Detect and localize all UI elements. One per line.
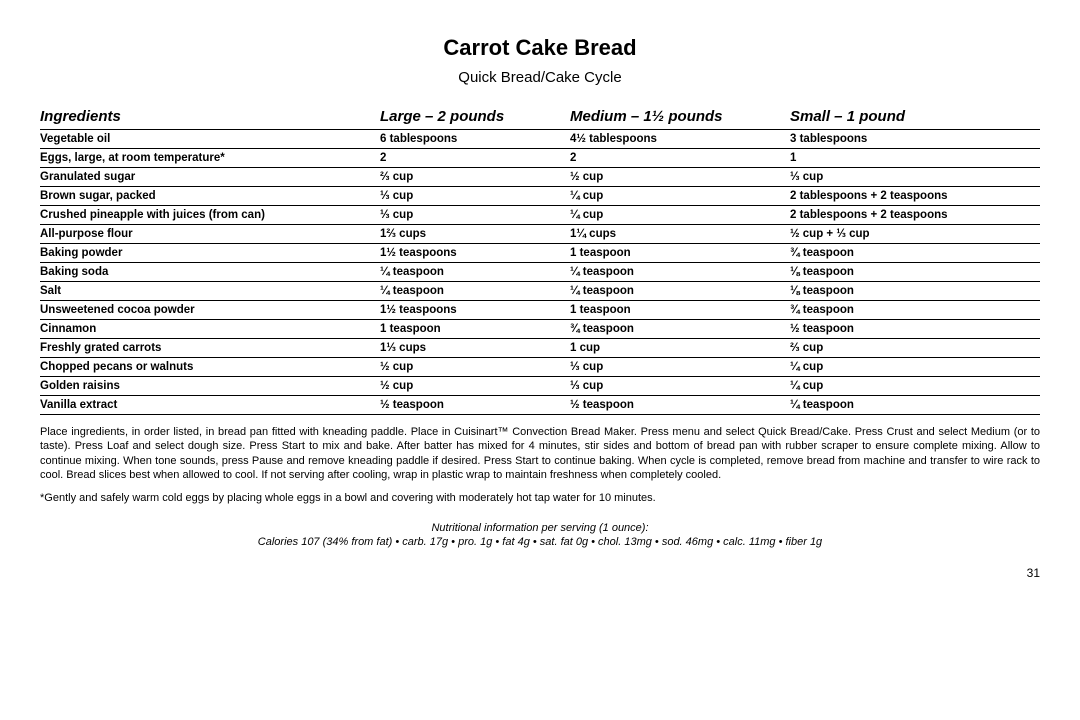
table-cell: ¾ teaspoon	[570, 320, 790, 339]
table-cell: All-purpose flour	[40, 225, 380, 244]
table-row: Vanilla extract½ teaspoon½ teaspoon¼ tea…	[40, 396, 1040, 415]
table-cell: Granulated sugar	[40, 168, 380, 187]
table-cell: ¼ teaspoon	[570, 282, 790, 301]
table-cell: ¾ teaspoon	[790, 244, 1040, 263]
table-cell: 1 teaspoon	[380, 320, 570, 339]
table-row: Vegetable oil6 tablespoons4½ tablespoons…	[40, 130, 1040, 149]
table-row: Baking soda¼ teaspoon¼ teaspoon⅛ teaspoo…	[40, 263, 1040, 282]
table-row: Crushed pineapple with juices (from can)…	[40, 206, 1040, 225]
table-cell: ½ teaspoon	[570, 396, 790, 415]
table-cell: 1 teaspoon	[570, 301, 790, 320]
table-cell: 2 tablespoons + 2 teaspoons	[790, 187, 1040, 206]
table-header-row: Ingredients Large – 2 pounds Medium – 1½…	[40, 104, 1040, 130]
table-cell: ½ cup	[380, 358, 570, 377]
recipe-subtitle: Quick Bread/Cake Cycle	[40, 69, 1040, 86]
table-cell: 1	[790, 149, 1040, 168]
header-ingredients: Ingredients	[40, 104, 380, 130]
nutrition-label: Nutritional information per serving (1 o…	[40, 522, 1040, 534]
table-cell: ¼ cup	[570, 206, 790, 225]
table-row: Baking powder1½ teaspoons1 teaspoon¾ tea…	[40, 244, 1040, 263]
table-cell: 2 tablespoons + 2 teaspoons	[790, 206, 1040, 225]
table-cell: ⅓ cup	[380, 187, 570, 206]
table-cell: Cinnamon	[40, 320, 380, 339]
table-cell: ⅔ cup	[380, 168, 570, 187]
table-cell: ½ cup	[380, 377, 570, 396]
table-cell: 6 tablespoons	[380, 130, 570, 149]
table-cell: ⅓ cup	[570, 377, 790, 396]
table-cell: 1¼ cups	[570, 225, 790, 244]
table-cell: ½ teaspoon	[380, 396, 570, 415]
table-cell: 2	[380, 149, 570, 168]
table-cell: ¼ teaspoon	[790, 396, 1040, 415]
page-number: 31	[40, 566, 1040, 580]
table-cell: ⅛ teaspoon	[790, 282, 1040, 301]
table-row: Chopped pecans or walnuts½ cup⅓ cup¼ cup	[40, 358, 1040, 377]
table-row: Cinnamon1 teaspoon¾ teaspoon½ teaspoon	[40, 320, 1040, 339]
table-cell: 1⅔ cups	[380, 225, 570, 244]
table-cell: ⅔ cup	[790, 339, 1040, 358]
table-row: Salt¼ teaspoon¼ teaspoon⅛ teaspoon	[40, 282, 1040, 301]
table-cell: 2	[570, 149, 790, 168]
table-cell: 1½ teaspoons	[380, 244, 570, 263]
table-cell: 1 cup	[570, 339, 790, 358]
table-cell: ¼ cup	[790, 358, 1040, 377]
table-cell: Eggs, large, at room temperature*	[40, 149, 380, 168]
table-cell: ¼ teaspoon	[570, 263, 790, 282]
table-cell: 1 teaspoon	[570, 244, 790, 263]
table-cell: ¼ cup	[570, 187, 790, 206]
table-cell: Chopped pecans or walnuts	[40, 358, 380, 377]
header-large: Large – 2 pounds	[380, 104, 570, 130]
table-cell: Salt	[40, 282, 380, 301]
table-cell: ½ teaspoon	[790, 320, 1040, 339]
table-cell: Baking soda	[40, 263, 380, 282]
table-cell: Brown sugar, packed	[40, 187, 380, 206]
table-cell: 1½ teaspoons	[380, 301, 570, 320]
table-row: Unsweetened cocoa powder1½ teaspoons1 te…	[40, 301, 1040, 320]
table-row: Freshly grated carrots1⅓ cups1 cup⅔ cup	[40, 339, 1040, 358]
table-cell: ¼ teaspoon	[380, 282, 570, 301]
footnote-text: *Gently and safely warm cold eggs by pla…	[40, 492, 1040, 504]
table-row: Brown sugar, packed⅓ cup¼ cup2 tablespoo…	[40, 187, 1040, 206]
table-cell: Golden raisins	[40, 377, 380, 396]
ingredients-table: Ingredients Large – 2 pounds Medium – 1½…	[40, 104, 1040, 415]
table-row: Granulated sugar⅔ cup½ cup⅓ cup	[40, 168, 1040, 187]
header-small: Small – 1 pound	[790, 104, 1040, 130]
table-cell: 3 tablespoons	[790, 130, 1040, 149]
table-cell: ½ cup	[570, 168, 790, 187]
table-cell: ⅓ cup	[380, 206, 570, 225]
table-cell: Baking powder	[40, 244, 380, 263]
header-medium: Medium – 1½ pounds	[570, 104, 790, 130]
table-cell: 4½ tablespoons	[570, 130, 790, 149]
table-cell: Unsweetened cocoa powder	[40, 301, 380, 320]
table-row: All-purpose flour1⅔ cups1¼ cups½ cup + ⅓…	[40, 225, 1040, 244]
table-cell: Vegetable oil	[40, 130, 380, 149]
table-cell: ⅛ teaspoon	[790, 263, 1040, 282]
table-row: Eggs, large, at room temperature*221	[40, 149, 1040, 168]
table-cell: Crushed pineapple with juices (from can)	[40, 206, 380, 225]
table-cell: ¼ teaspoon	[380, 263, 570, 282]
nutrition-text: Calories 107 (34% from fat) • carb. 17g …	[40, 536, 1040, 548]
recipe-title: Carrot Cake Bread	[40, 35, 1040, 61]
table-cell: Freshly grated carrots	[40, 339, 380, 358]
table-row: Golden raisins½ cup⅓ cup¼ cup	[40, 377, 1040, 396]
table-cell: ¼ cup	[790, 377, 1040, 396]
table-cell: Vanilla extract	[40, 396, 380, 415]
instructions-text: Place ingredients, in order listed, in b…	[40, 425, 1040, 482]
table-cell: ⅓ cup	[790, 168, 1040, 187]
table-cell: ½ cup + ⅓ cup	[790, 225, 1040, 244]
table-cell: ¾ teaspoon	[790, 301, 1040, 320]
table-cell: 1⅓ cups	[380, 339, 570, 358]
table-cell: ⅓ cup	[570, 358, 790, 377]
